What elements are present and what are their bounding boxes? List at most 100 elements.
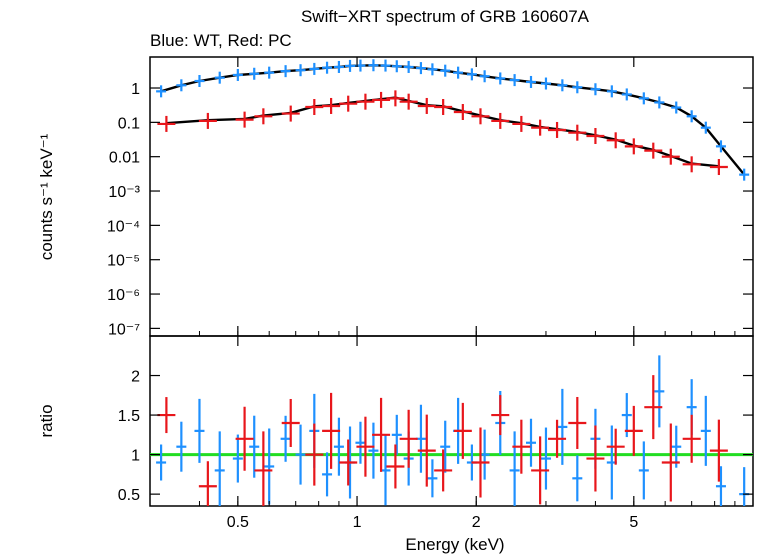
pc-data-point [624, 138, 643, 155]
pc-data-point [386, 90, 405, 107]
wt-data-point [249, 67, 260, 80]
pc-data-point [453, 104, 472, 121]
spectrum-y-axis-ticks: 1 0.1 0.01 10⁻³ 10⁻⁴ 10⁻⁵ 10⁻⁶ 10⁻⁷ [107, 81, 753, 338]
wt-model-line [160, 64, 746, 176]
wt-ratio-point [391, 414, 402, 455]
pc-data-point [372, 91, 391, 108]
wt-ratio-point [715, 466, 726, 506]
pc-ratio-point [606, 428, 625, 465]
pc-ratio-point [548, 419, 567, 458]
pc-ratio-point [661, 423, 680, 502]
wt-data-point [739, 168, 750, 181]
wt-data-point [606, 85, 617, 98]
pc-data-point [606, 132, 625, 149]
wt-data-point [700, 121, 711, 134]
wt-data-point [540, 77, 551, 90]
pc-ratio-point [157, 397, 176, 434]
pc-ratio-point [254, 431, 273, 506]
pc-data-point [586, 128, 605, 145]
x-tick-label: 1 [353, 514, 362, 531]
wt-ratio-point [156, 444, 167, 481]
pc-data-point [417, 97, 436, 114]
wt-ratio-point [700, 395, 711, 466]
x-tick-label: 5 [629, 514, 638, 531]
pc-data-point [512, 115, 531, 132]
wt-ratio-point [509, 431, 520, 506]
pc-data-point [322, 97, 341, 114]
pc-ratio-point [305, 423, 324, 486]
wt-data-point [621, 88, 632, 101]
pc-ratio-point [235, 406, 254, 471]
wt-data-point [590, 83, 601, 96]
pc-data-point [644, 142, 663, 159]
pc-data-point [198, 112, 217, 129]
pc-data-point [356, 93, 375, 110]
pc-data-point [548, 121, 567, 138]
wt-data-point [176, 79, 187, 92]
wt-data-point [671, 101, 682, 114]
wt-data-point [391, 60, 402, 73]
wt-ratio-point [295, 424, 306, 485]
wt-data-point [509, 74, 520, 87]
pc-data-point [235, 111, 254, 128]
ratio-data-points [156, 355, 750, 506]
pc-ratio-point [682, 414, 701, 463]
wt-ratio-point [368, 422, 379, 479]
wt-data-point [295, 64, 306, 77]
wt-data-point [557, 79, 568, 92]
wt-ratio-point [194, 398, 205, 463]
wt-ratio-point [654, 355, 665, 428]
wt-ratio-point [264, 428, 275, 505]
ratio-panel-frame [149, 335, 754, 507]
wt-ratio-point [322, 452, 333, 497]
wt-ratio-point [232, 434, 243, 483]
y-tick-label: 10⁻⁷ [108, 321, 140, 338]
pc-ratio-point [386, 444, 405, 489]
pc-data-point [682, 156, 701, 173]
wt-ratio-point [525, 418, 536, 467]
wt-data-point [214, 71, 225, 84]
pc-ratio-point [356, 416, 375, 477]
wt-data-point [479, 70, 490, 83]
x-tick-label: 2 [472, 514, 481, 531]
pc-ratio-point [709, 419, 728, 482]
pc-data-point [709, 159, 728, 176]
y-tick-label: 10⁻⁶ [107, 287, 140, 304]
pc-ratio-point [453, 402, 472, 459]
wt-data-point [403, 60, 414, 73]
pc-data-point [399, 93, 418, 110]
wt-ratio-point [214, 431, 225, 506]
wt-data-point [368, 59, 379, 72]
y-tick-label: 10⁻⁴ [107, 218, 140, 235]
pc-ratio-point [281, 398, 300, 447]
pc-ratio-point [434, 449, 453, 492]
wt-data-point [309, 62, 320, 75]
wt-data-point [638, 92, 649, 105]
wt-data-point [380, 59, 391, 72]
pc-ratio-point [531, 436, 550, 505]
spectrum-panel-frame [149, 56, 754, 337]
ratio-y-tick-label: 1 [131, 448, 140, 465]
ratio-y-axis-label: ratio [37, 404, 56, 437]
wt-ratio-point [671, 425, 682, 468]
x-axis-ticks: 0.5 1 2 5 [149, 57, 736, 531]
wt-data-point [345, 59, 356, 72]
pc-ratio-point [372, 397, 391, 472]
y-tick-label: 0.01 [109, 150, 140, 167]
chart-title: Swift−XRT spectrum of GRB 160607A [301, 7, 590, 26]
wt-ratio-point [621, 393, 632, 438]
pc-data-point [491, 112, 510, 129]
wt-ratio-point [638, 441, 649, 500]
wt-data-point [495, 72, 506, 85]
spectrum-model-lines [160, 64, 746, 176]
pc-ratio-point [491, 395, 510, 436]
pc-data-point [254, 108, 273, 125]
wt-data-point [654, 96, 665, 109]
wt-data-point [280, 65, 291, 78]
wt-data-point [415, 62, 426, 75]
wt-data-point [453, 66, 464, 79]
wt-data-point [715, 140, 726, 153]
wt-ratio-point [427, 459, 438, 498]
pc-data-point [305, 98, 324, 115]
chart-subtitle: Blue: WT, Red: PC [150, 31, 292, 50]
